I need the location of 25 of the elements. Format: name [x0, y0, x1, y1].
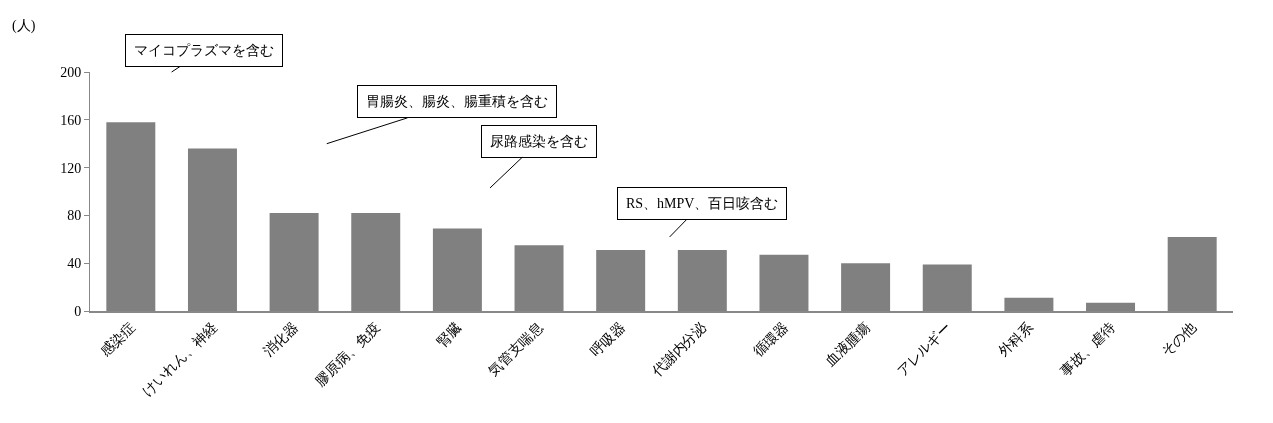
x-tick-label: 血液腫瘍 [822, 319, 873, 370]
x-tick-label: 感染症 [97, 319, 138, 360]
annotation: 尿路感染を含む [490, 134, 588, 149]
x-tick-label: アレルギー [894, 319, 955, 380]
x-tick-label: 気管支喘息 [486, 319, 547, 380]
y-tick-label: 120 [60, 160, 82, 176]
y-axis-title: (人) [12, 18, 36, 34]
y-tick-label: 80 [67, 208, 82, 224]
x-tick-label: 膠原病、免疫 [312, 319, 383, 390]
x-tick-label: 呼吸器 [587, 319, 628, 360]
x-tick-label: 代謝内分泌 [648, 319, 710, 381]
y-tick-label: 200 [60, 64, 82, 80]
annotation: 胃腸炎、腸炎、腸重積を含む [366, 94, 548, 109]
text: マイコプラズマを含む [134, 43, 274, 58]
x-tick-label: 循環器 [750, 319, 792, 360]
x-tick-label: 腎臓 [434, 319, 465, 350]
x-tick-label: 事故、虐待 [1057, 319, 1118, 380]
y-tick-label: 40 [67, 256, 82, 272]
y-tick-label: 0 [74, 303, 82, 319]
x-tick-label: 外科系 [995, 319, 1036, 360]
x-tick-label: その他 [1158, 319, 1200, 360]
y-tick-label: 160 [60, 112, 82, 128]
annotation: RS、hMPV、百日咳含む [626, 196, 779, 211]
x-tick-label: けいれん、神経 [139, 319, 220, 400]
x-tick-label: 消化器 [260, 319, 302, 360]
